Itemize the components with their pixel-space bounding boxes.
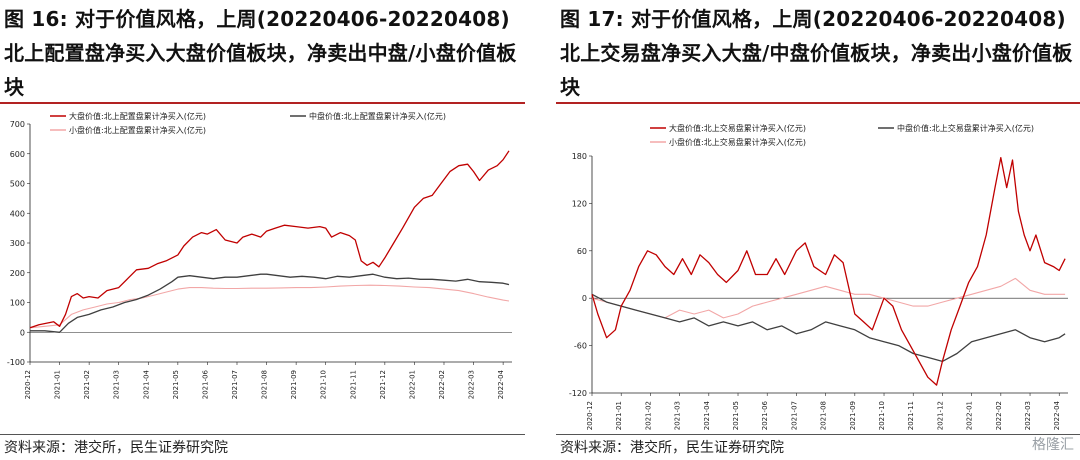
x-tick-label: 2022-03 (468, 370, 476, 399)
figure-17: 图 17: 对于价值风格，上周(20220406-20220408)北上交易盘净… (556, 0, 1080, 460)
x-tick-label: 2021-07 (231, 370, 239, 399)
x-tick-label: 2021-08 (820, 401, 828, 430)
x-tick-label: 2021-09 (290, 370, 298, 399)
y-tick-label: 0 (20, 328, 25, 337)
legend-label: 小盘价值:北上配置盘累计净买入(亿元) (69, 125, 206, 135)
x-tick-label: 2021-11 (907, 401, 915, 430)
title-rule (0, 102, 525, 104)
figure-16: 图 16: 对于价值风格，上周(20220406-20220408)北上配置盘净… (0, 0, 525, 460)
x-tick-label: 2022-02 (438, 370, 446, 399)
x-tick-label: 2020-12 (586, 401, 594, 430)
x-tick-label: 2021-03 (113, 370, 121, 399)
x-tick-label: 2021-06 (761, 400, 769, 430)
legend-label: 大盘价值:北上交易盘累计净买入(亿元) (669, 123, 806, 133)
x-tick-label: 2021-12 (936, 401, 944, 430)
series-line-mid (30, 273, 510, 333)
y-tick-label: -120 (569, 389, 587, 398)
legend-label: 中盘价值:北上配置盘累计净买入(亿元) (309, 111, 446, 121)
bottom-rule (556, 434, 1080, 435)
y-tick-label: 180 (572, 152, 587, 161)
x-tick-label: 2020-12 (24, 370, 32, 399)
y-tick-label: 700 (10, 120, 25, 129)
y-tick-label: 0 (582, 294, 587, 303)
y-tick-label: 300 (10, 239, 25, 248)
x-tick-label: 2022-04 (497, 369, 505, 399)
x-tick-label: 2021-10 (878, 401, 886, 430)
y-tick-label: -60 (574, 342, 587, 351)
x-tick-label: 2021-09 (849, 401, 857, 430)
x-tick-label: 2021-05 (732, 401, 740, 430)
figure-17-title: 图 17: 对于价值风格，上周(20220406-20220408)北上交易盘净… (560, 7, 1073, 99)
legend-label: 中盘价值:北上交易盘累计净买入(亿元) (897, 123, 1034, 133)
figure-16-source: 资料来源：港交所，民生证券研究院 (4, 440, 228, 456)
x-tick-label: 2022-01 (966, 401, 974, 430)
series-line-mid (591, 293, 1066, 363)
figure-16-chart: -100 0 100 200 300 400 500 600 700 2020-12 2021-01… (7, 111, 512, 399)
x-tick-label: 2022-02 (995, 401, 1003, 430)
x-tick-label: 2021-05 (172, 370, 180, 399)
x-tick-label: 2022-01 (408, 370, 416, 399)
title-rule (556, 102, 1080, 104)
x-tick-label: 2021-02 (644, 401, 652, 430)
figure-17-chart: -120 -60 0 60 120 180 2020-12 2021-01 2021-02 202… (569, 123, 1068, 430)
bottom-rule (0, 434, 525, 435)
x-tick-label: 2021-04 (703, 400, 711, 430)
x-tick-label: 2021-12 (379, 370, 387, 399)
series-line-small (591, 277, 1066, 319)
y-tick-label: 600 (10, 150, 25, 159)
x-tick-label: 2021-07 (790, 401, 798, 430)
x-tick-label: 2022-03 (1024, 401, 1032, 430)
y-tick-label: 200 (10, 269, 25, 278)
y-tick-label: -100 (7, 358, 25, 367)
figure-17-source: 资料来源：港交所，民生证券研究院 (560, 440, 784, 456)
x-tick-label: 2021-08 (261, 370, 269, 399)
x-tick-label: 2021-06 (201, 369, 209, 399)
legend-label: 小盘价值:北上交易盘累计净买入(亿元) (669, 137, 806, 147)
series-line-small (29, 284, 510, 329)
x-tick-label: 2021-11 (349, 370, 357, 399)
series-line-large (29, 150, 510, 329)
y-tick-label: 60 (577, 247, 587, 256)
y-tick-label: 100 (10, 299, 25, 308)
y-tick-label: 120 (572, 199, 587, 208)
series-line-large (591, 156, 1066, 386)
watermark-logo: 格隆汇 (1032, 437, 1074, 453)
x-tick-label: 2021-03 (674, 401, 682, 430)
figure-16-title: 图 16: 对于价值风格，上周(20220406-20220408)北上配置盘净… (4, 7, 517, 99)
legend-label: 大盘价值:北上配置盘累计净买入(亿元) (69, 111, 206, 121)
x-tick-label: 2021-04 (142, 369, 150, 399)
y-tick-label: 500 (10, 180, 25, 189)
x-tick-label: 2022-04 (1053, 400, 1061, 430)
x-tick-label: 2021-10 (320, 370, 328, 399)
y-tick-label: 400 (10, 209, 25, 218)
x-tick-label: 2021-01 (54, 370, 62, 399)
x-tick-label: 2021-02 (83, 370, 91, 399)
x-tick-label: 2021-01 (615, 401, 623, 430)
